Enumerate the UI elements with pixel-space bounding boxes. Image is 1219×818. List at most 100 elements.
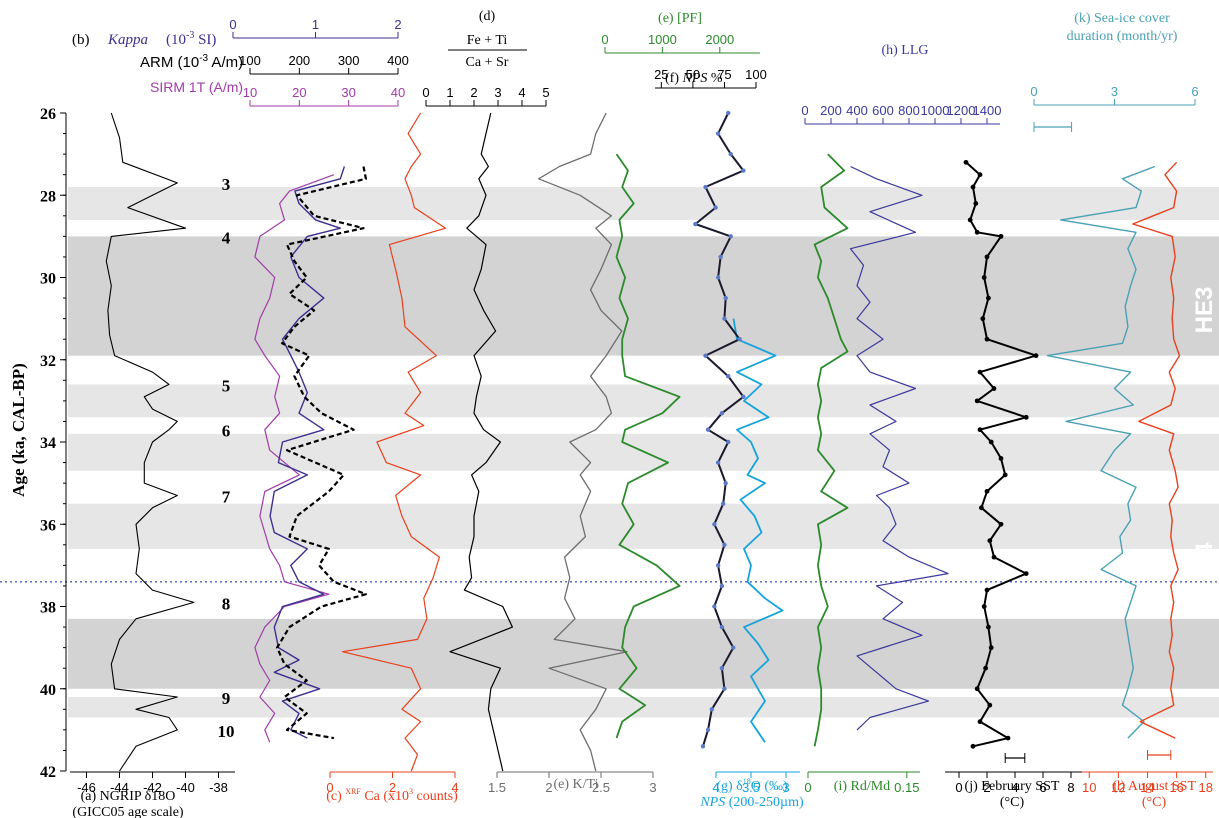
- c-tail: counts): [413, 789, 458, 804]
- interstadial-label-8: 8: [222, 594, 231, 613]
- panel-b-arm-label: ARM (10-3 A/m): [140, 53, 243, 71]
- axis-tick-label-e-kti: 3: [649, 780, 656, 795]
- axis-tick-label-f: 75: [717, 67, 731, 82]
- axis-tick-label-h: 600: [872, 103, 894, 118]
- series-line-d: [449, 112, 514, 772]
- axis-tick-label-j: 2: [983, 780, 990, 795]
- axis-tick-label-k: 6: [1191, 84, 1198, 99]
- data-point-f: [722, 542, 727, 548]
- interstadial-label-10: 10: [218, 722, 235, 741]
- panel-g-label: (g) δ18O (‰): [716, 777, 788, 794]
- age-tick-label: 42: [40, 764, 56, 781]
- axis-tick-label-e-pf: 1000: [648, 32, 677, 47]
- axis-tick-label-d: 4: [518, 85, 525, 100]
- axis-tick-label-b-sirm: 10: [243, 85, 257, 100]
- data-point-f: [718, 254, 723, 260]
- panel-k-label-2: duration (month/yr): [1067, 29, 1178, 44]
- interstadial-label-7: 7: [222, 487, 231, 506]
- axis-tick-label-b-kappa: 2: [394, 17, 401, 32]
- axis-tick-label-h: 200: [820, 103, 842, 118]
- panel-g-sublabel: NPS (200-250µm): [699, 795, 804, 810]
- panel-e-pf-label: (e) [PF]: [658, 11, 702, 26]
- axis-tick-label-d: 3: [494, 85, 501, 100]
- data-point-j: [963, 159, 969, 165]
- axis-tick-label-d: 5: [542, 85, 549, 100]
- data-point-j: [980, 316, 986, 322]
- age-tick-label: 38: [40, 600, 56, 617]
- panel-b-kappa-unit: (10-3 SI): [166, 30, 216, 48]
- data-point-f: [726, 374, 731, 379]
- axis-tick-label-e-kti: 2.5: [592, 780, 610, 795]
- axis-tick-label-h: 1400: [973, 103, 1002, 118]
- panel-l-label: (l) August SST: [1112, 779, 1196, 794]
- axis-tick-label-h: 1000: [921, 103, 950, 118]
- data-point-f: [723, 295, 728, 301]
- panel-j-label: (j) February SST: [965, 779, 1060, 794]
- data-point-j: [984, 587, 990, 593]
- series-line-l: [1132, 161, 1181, 739]
- data-point-j: [987, 538, 993, 544]
- c-exp: 3: [409, 787, 413, 796]
- axis-tick-label-g: 3.5: [742, 780, 760, 795]
- data-point-j: [1005, 735, 1011, 741]
- axis-tick-label-e-kti: 1.5: [488, 780, 506, 795]
- data-point-f: [731, 645, 736, 650]
- c-main: Ca (x10: [361, 789, 409, 804]
- axis-tick-label-g: 4: [712, 780, 719, 795]
- panel-d-label: (d): [479, 9, 496, 24]
- series-line-h: [849, 165, 949, 731]
- data-point-j: [986, 624, 991, 630]
- g-tail: O (‰): [751, 779, 788, 794]
- interstadial-label-4: 4: [222, 228, 231, 247]
- series-line-i: [813, 153, 849, 747]
- g-sup: 18: [743, 777, 751, 786]
- panel-j-unit: (°C): [1000, 795, 1025, 810]
- axis-tick-label-f: 50: [686, 67, 700, 82]
- data-point-j: [986, 295, 991, 301]
- age-tick-label: 26: [40, 106, 56, 123]
- axis-tick-label-b-arm: 300: [338, 53, 360, 68]
- series-line-e_kti: [537, 112, 628, 772]
- data-point-f: [723, 480, 728, 486]
- panel-f-label: (f) NPS %: [665, 71, 723, 86]
- age-tick-label: 28: [40, 188, 56, 205]
- panel-i-label: (i) Rd/Md: [834, 779, 890, 794]
- data-point-j: [987, 702, 993, 708]
- he4-label: HE4: [1191, 542, 1218, 589]
- shaded-interval-5: [68, 618, 1219, 689]
- data-point-f: [712, 604, 717, 609]
- data-point-f: [705, 727, 711, 733]
- axis-tick-label-a: -40: [176, 780, 195, 795]
- series-line-a: [105, 112, 195, 772]
- panel-h-label: (h) LLG: [881, 43, 928, 58]
- shaded-interval-4: [68, 503, 1219, 549]
- data-point-j: [983, 665, 988, 671]
- data-point-j: [991, 554, 997, 560]
- axis-tick-label-g: 3: [782, 780, 789, 795]
- data-point-f: [728, 151, 733, 157]
- series-line-b-sirm-1t: [254, 174, 335, 743]
- axis-tick-label-b-sirm: 20: [292, 85, 306, 100]
- age-tick-label: 30: [40, 271, 56, 288]
- series-line-b-kappa: [269, 166, 346, 739]
- data-point-j: [977, 719, 983, 725]
- shaded-intervals: [0, 187, 1219, 718]
- axis-tick-label-a: -38: [209, 780, 228, 795]
- data-point-f: [700, 744, 706, 749]
- interstadial-label-6: 6: [222, 422, 231, 441]
- axis-tick-label-j: 0: [955, 780, 962, 795]
- axis-tick-label-j: 8: [1067, 780, 1074, 795]
- panel-l-unit: (°C): [1142, 795, 1167, 810]
- data-point-j: [984, 254, 990, 260]
- panel-d-numerator: Fe + Ti: [467, 33, 508, 48]
- data-point-j: [988, 439, 994, 445]
- data-point-f: [712, 522, 717, 527]
- axis-tick-label-b-sirm: 40: [391, 85, 405, 100]
- axis-tick-label-h: 400: [846, 103, 868, 118]
- axis-tick-label-h: 800: [898, 103, 920, 118]
- axis-tick-label-b-sirm: 30: [341, 85, 355, 100]
- c-prefix: (c): [326, 789, 345, 804]
- data-point-f: [719, 411, 725, 416]
- shaded-interval-0: [68, 187, 1219, 220]
- axis-tick-label-i: 0.15: [894, 780, 919, 795]
